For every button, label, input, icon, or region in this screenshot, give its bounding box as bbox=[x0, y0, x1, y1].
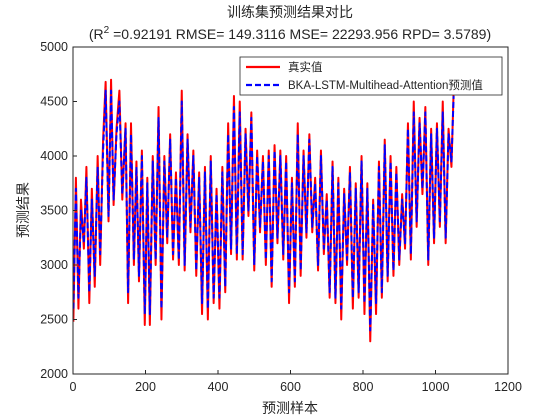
y-tick-label: 3000 bbox=[40, 258, 68, 272]
y-tick-label: 5000 bbox=[40, 40, 68, 54]
legend-label-true: 真实值 bbox=[288, 60, 323, 74]
x-tick-label: 1000 bbox=[422, 380, 450, 394]
y-tick-label: 4000 bbox=[40, 149, 68, 163]
y-tick-label: 2000 bbox=[40, 367, 68, 381]
x-tick-label: 600 bbox=[280, 380, 301, 394]
x-tick-label: 800 bbox=[353, 380, 374, 394]
y-axis-label: 预测结果 bbox=[16, 182, 32, 238]
series-layer bbox=[73, 78, 455, 343]
y-axis-ticks: 2000 2500 3000 3500 4000 4500 5000 bbox=[40, 40, 77, 381]
x-axis-label: 预测样本 bbox=[262, 401, 318, 417]
x-tick-label: 200 bbox=[135, 380, 156, 394]
chart-title: 训练集预测结果对比 bbox=[227, 4, 353, 21]
y-tick-label: 2500 bbox=[40, 313, 68, 327]
y-tick-label: 3500 bbox=[40, 204, 68, 218]
x-tick-label: 0 bbox=[70, 380, 77, 394]
y-tick-label: 4500 bbox=[40, 95, 68, 109]
legend-label-pred: BKA-LSTM-Multihead-Attention预测值 bbox=[288, 79, 483, 92]
chart-subtitle: (R2 =0.92191 RMSE= 149.3116 MSE= 22293.9… bbox=[89, 25, 491, 42]
x-axis-ticks: 0 200 400 600 800 1000 1200 bbox=[70, 370, 522, 394]
x-tick-label: 1200 bbox=[494, 380, 522, 394]
legend-box bbox=[239, 56, 503, 96]
legend: 真实值 BKA-LSTM-Multihead-Attention预测值 bbox=[239, 56, 503, 96]
watermark: CSDN @海神之光 bbox=[444, 395, 550, 410]
series-line-pred bbox=[73, 89, 455, 332]
x-tick-label: 400 bbox=[208, 380, 229, 394]
